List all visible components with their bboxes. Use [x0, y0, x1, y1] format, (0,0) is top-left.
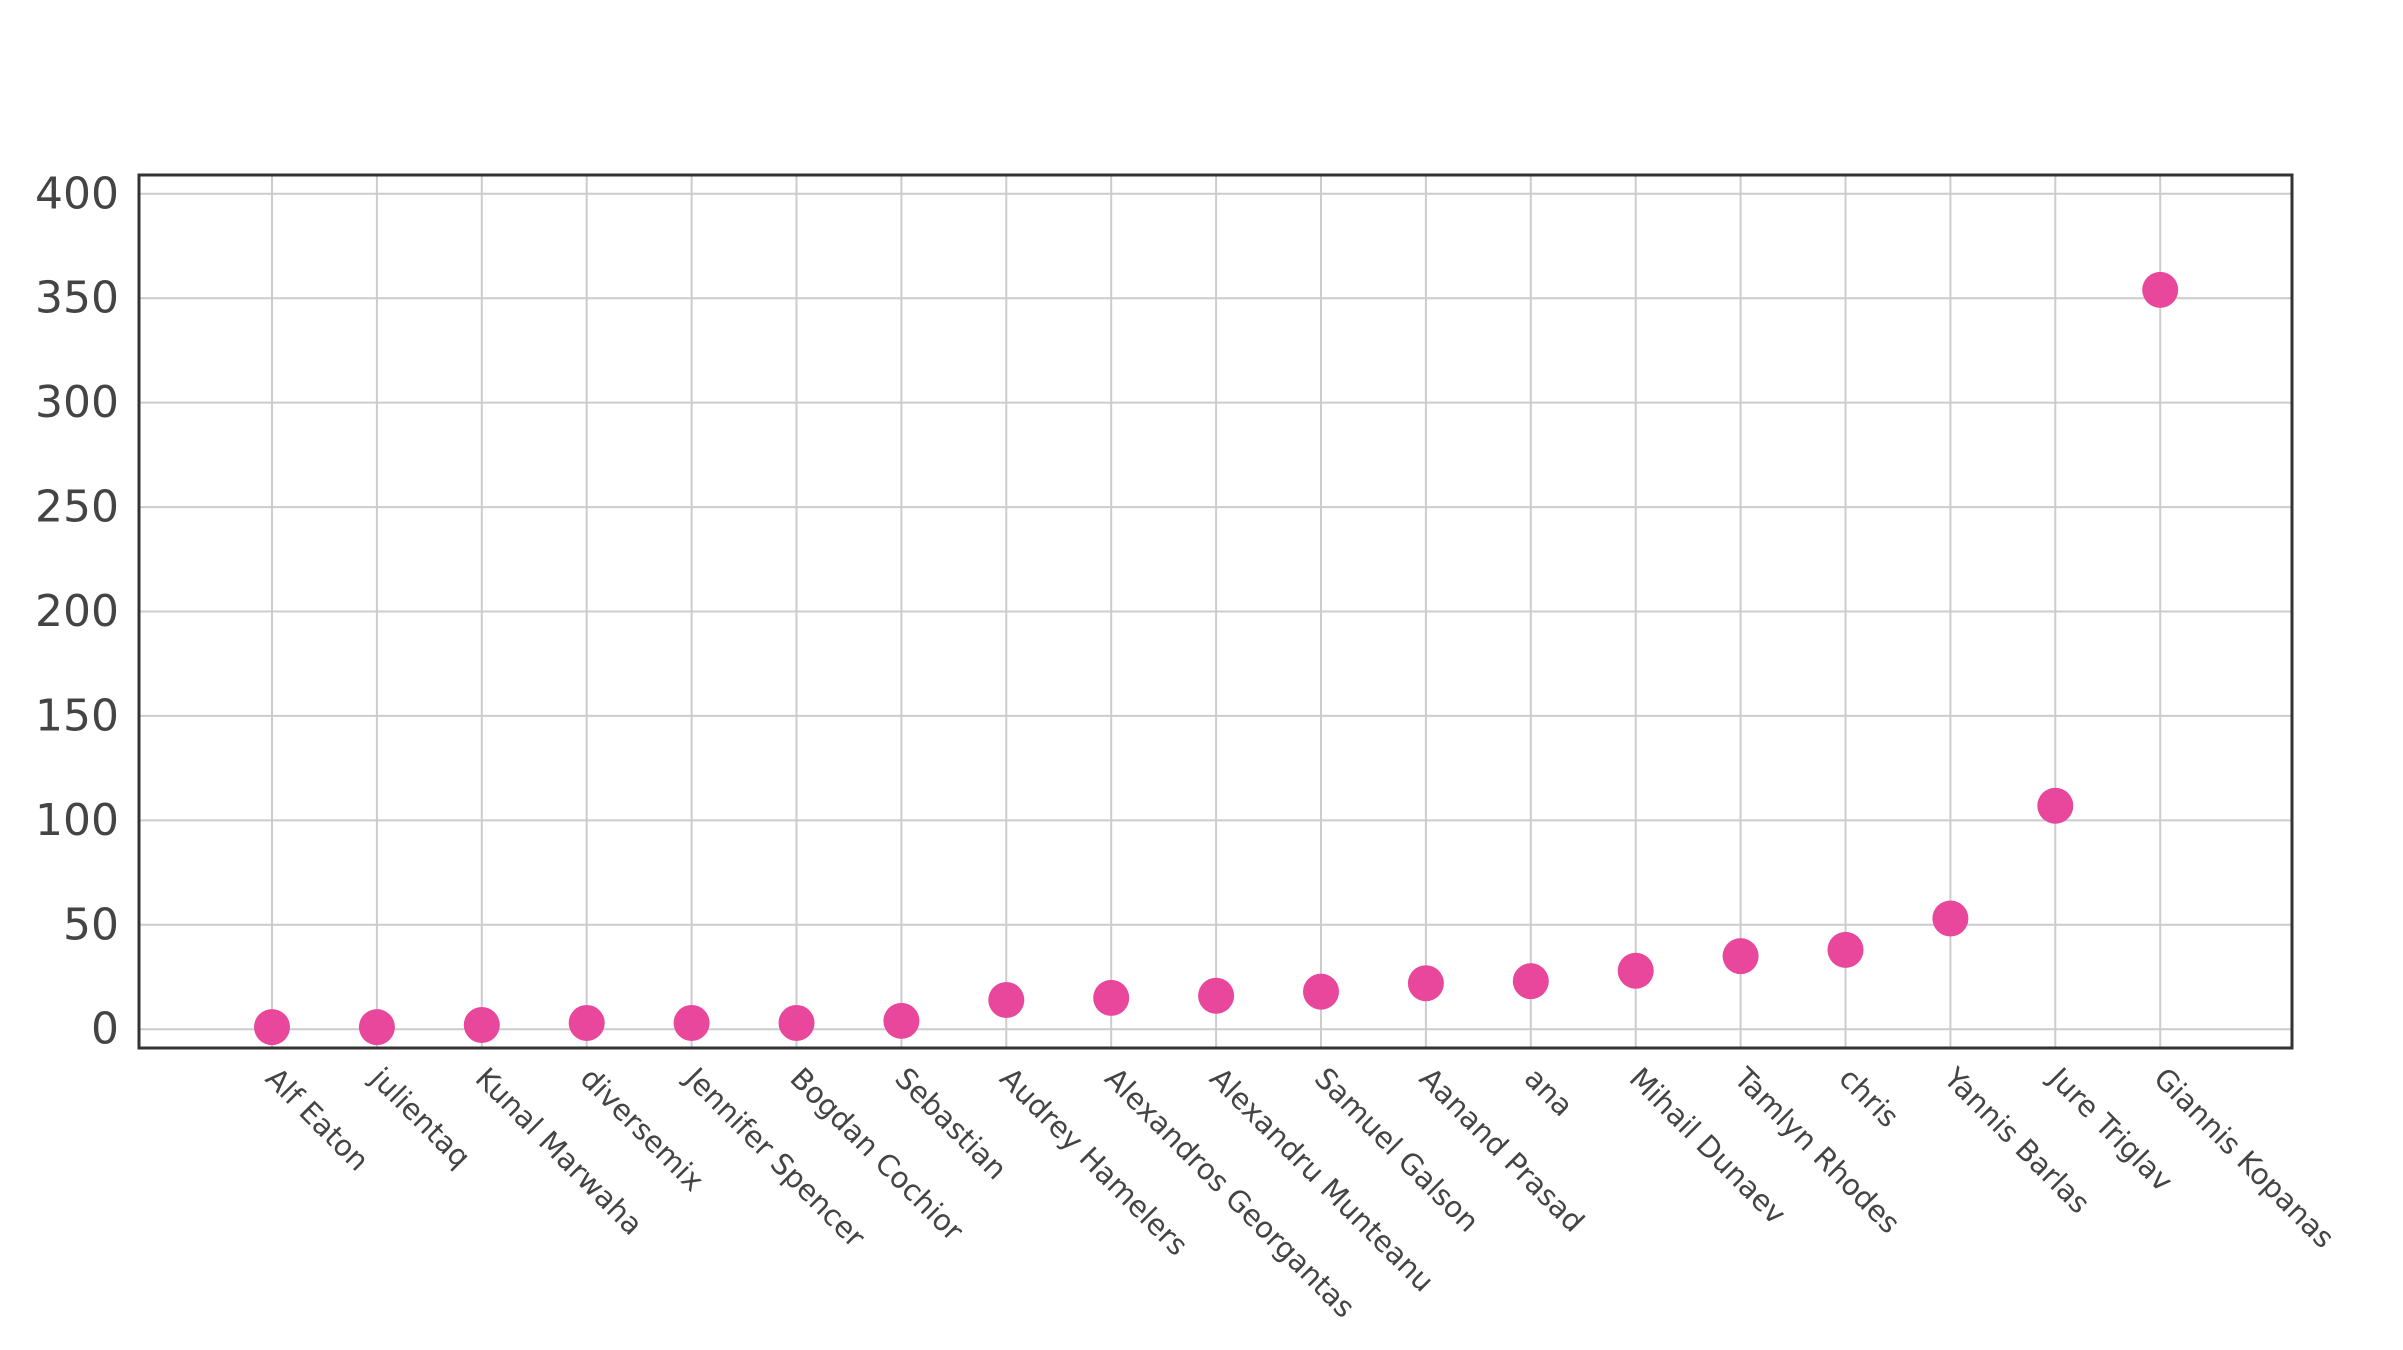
x-tick-label: Bogdan Cochior	[784, 1061, 971, 1248]
plot-frame	[137, 173, 2294, 1050]
x-tick-label: Giannis Kopanas	[2147, 1061, 2341, 1255]
y-tick-label: 200	[35, 586, 119, 637]
x-tick-label: Alf Eaton	[259, 1061, 376, 1178]
data-point	[1303, 973, 1339, 1010]
data-point	[254, 1009, 290, 1046]
y-tick-label: 250	[35, 482, 119, 533]
y-axis-ticks: 0 50 100 150 200 250 300 350 400	[35, 168, 119, 1054]
x-tick-label: Audrey Hamelers	[993, 1061, 1194, 1262]
data-point	[1093, 979, 1130, 1016]
y-tick-label: 300	[35, 377, 119, 428]
data-point	[358, 1009, 395, 1046]
marker-layer	[254, 271, 2179, 1046]
data-point	[673, 1004, 710, 1041]
y-tick-label: 100	[35, 795, 119, 846]
y-tick-label: 0	[91, 1004, 119, 1055]
y-tick-label: 50	[63, 899, 119, 950]
y-tick-label: 400	[35, 168, 119, 219]
data-point	[1512, 963, 1549, 1000]
x-tick-label: Jennifer Spencer	[677, 1059, 872, 1254]
y-tick-label: 150	[35, 690, 119, 741]
data-point	[1722, 938, 1759, 975]
y-tick-label: 350	[35, 273, 119, 324]
data-point	[463, 1007, 500, 1044]
data-point	[568, 1004, 605, 1041]
data-point	[1198, 977, 1235, 1014]
data-point	[2037, 787, 2074, 824]
data-point	[1827, 931, 1864, 968]
data-point	[2142, 271, 2179, 308]
data-point	[778, 1004, 815, 1041]
data-point	[1932, 900, 1969, 937]
data-point	[988, 981, 1025, 1018]
x-tick-label: chris	[1833, 1061, 1906, 1134]
x-tick-label: julientaq	[363, 1060, 477, 1174]
grid-layer	[139, 175, 2292, 1048]
data-point	[1617, 952, 1654, 989]
data-point	[883, 1002, 920, 1039]
data-point	[1407, 965, 1444, 1002]
x-tick-label: ana	[1518, 1061, 1580, 1123]
